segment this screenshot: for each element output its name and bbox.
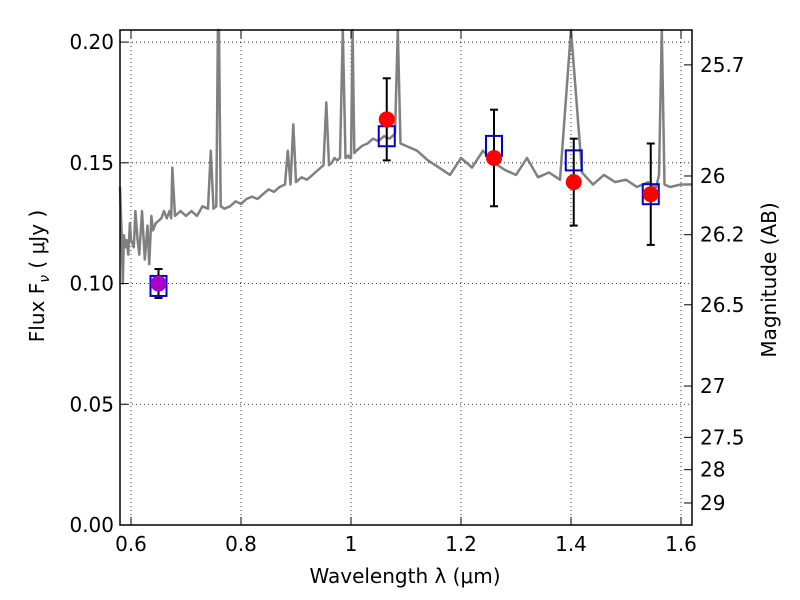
y-tick-label: 0.10 (69, 272, 114, 296)
y2-tick-label: 26.2 (700, 223, 745, 247)
y-tick-label: 0.15 (69, 151, 114, 175)
x-axis-label: Wavelength λ (μm) (309, 564, 500, 588)
model-photometry-square (564, 149, 583, 172)
y-tick-label: 0.05 (69, 392, 114, 416)
y2-tick-label: 26 (700, 164, 725, 188)
axis-ticks: 0.6 0.8 1 1.2 1.4 1.6 0.00 0.05 0.10 0.15 0.20 25.7… (69, 30, 745, 556)
x-tick-label: 0.6 (115, 532, 147, 556)
y2-axis-label: Magnitude (AB) (757, 202, 781, 357)
x-tick-label: 1 (345, 532, 358, 556)
y2-tick-label: 26.5 (700, 293, 745, 317)
plot-frame (119, 29, 693, 526)
observed-point (642, 186, 659, 203)
grid (120, 30, 692, 526)
observed-point (565, 174, 582, 191)
observed-point (378, 111, 395, 128)
x-tick-label: 1.4 (555, 532, 587, 556)
y-tick-label: 0.20 (69, 30, 114, 54)
x-tick-label: 1.2 (445, 532, 477, 556)
y2-tick-label: 29 (700, 491, 725, 515)
y-axis-label-subscript: ν (37, 275, 53, 283)
x-tick-label: 1.6 (665, 532, 697, 556)
y-axis-label-main: Flux F (25, 283, 49, 342)
y2-tick-label: 27 (700, 374, 725, 398)
y2-tick-label: 28 (700, 458, 725, 482)
x-tick-label: 0.8 (225, 532, 257, 556)
observed-point (150, 275, 167, 292)
y2-tick-label: 27.5 (700, 425, 745, 449)
y2-tick-label: 25.7 (700, 53, 745, 77)
y-axis-label: Flux Fν ( μJy ) (25, 210, 53, 342)
y-tick-label: 0.00 (69, 513, 114, 537)
observed-point (486, 149, 502, 166)
photometry-points (149, 77, 660, 300)
spectrum-line (118, 28, 692, 285)
model-spectrum (118, 28, 692, 285)
y-axis-label-unit: ( μJy ) (25, 210, 49, 275)
